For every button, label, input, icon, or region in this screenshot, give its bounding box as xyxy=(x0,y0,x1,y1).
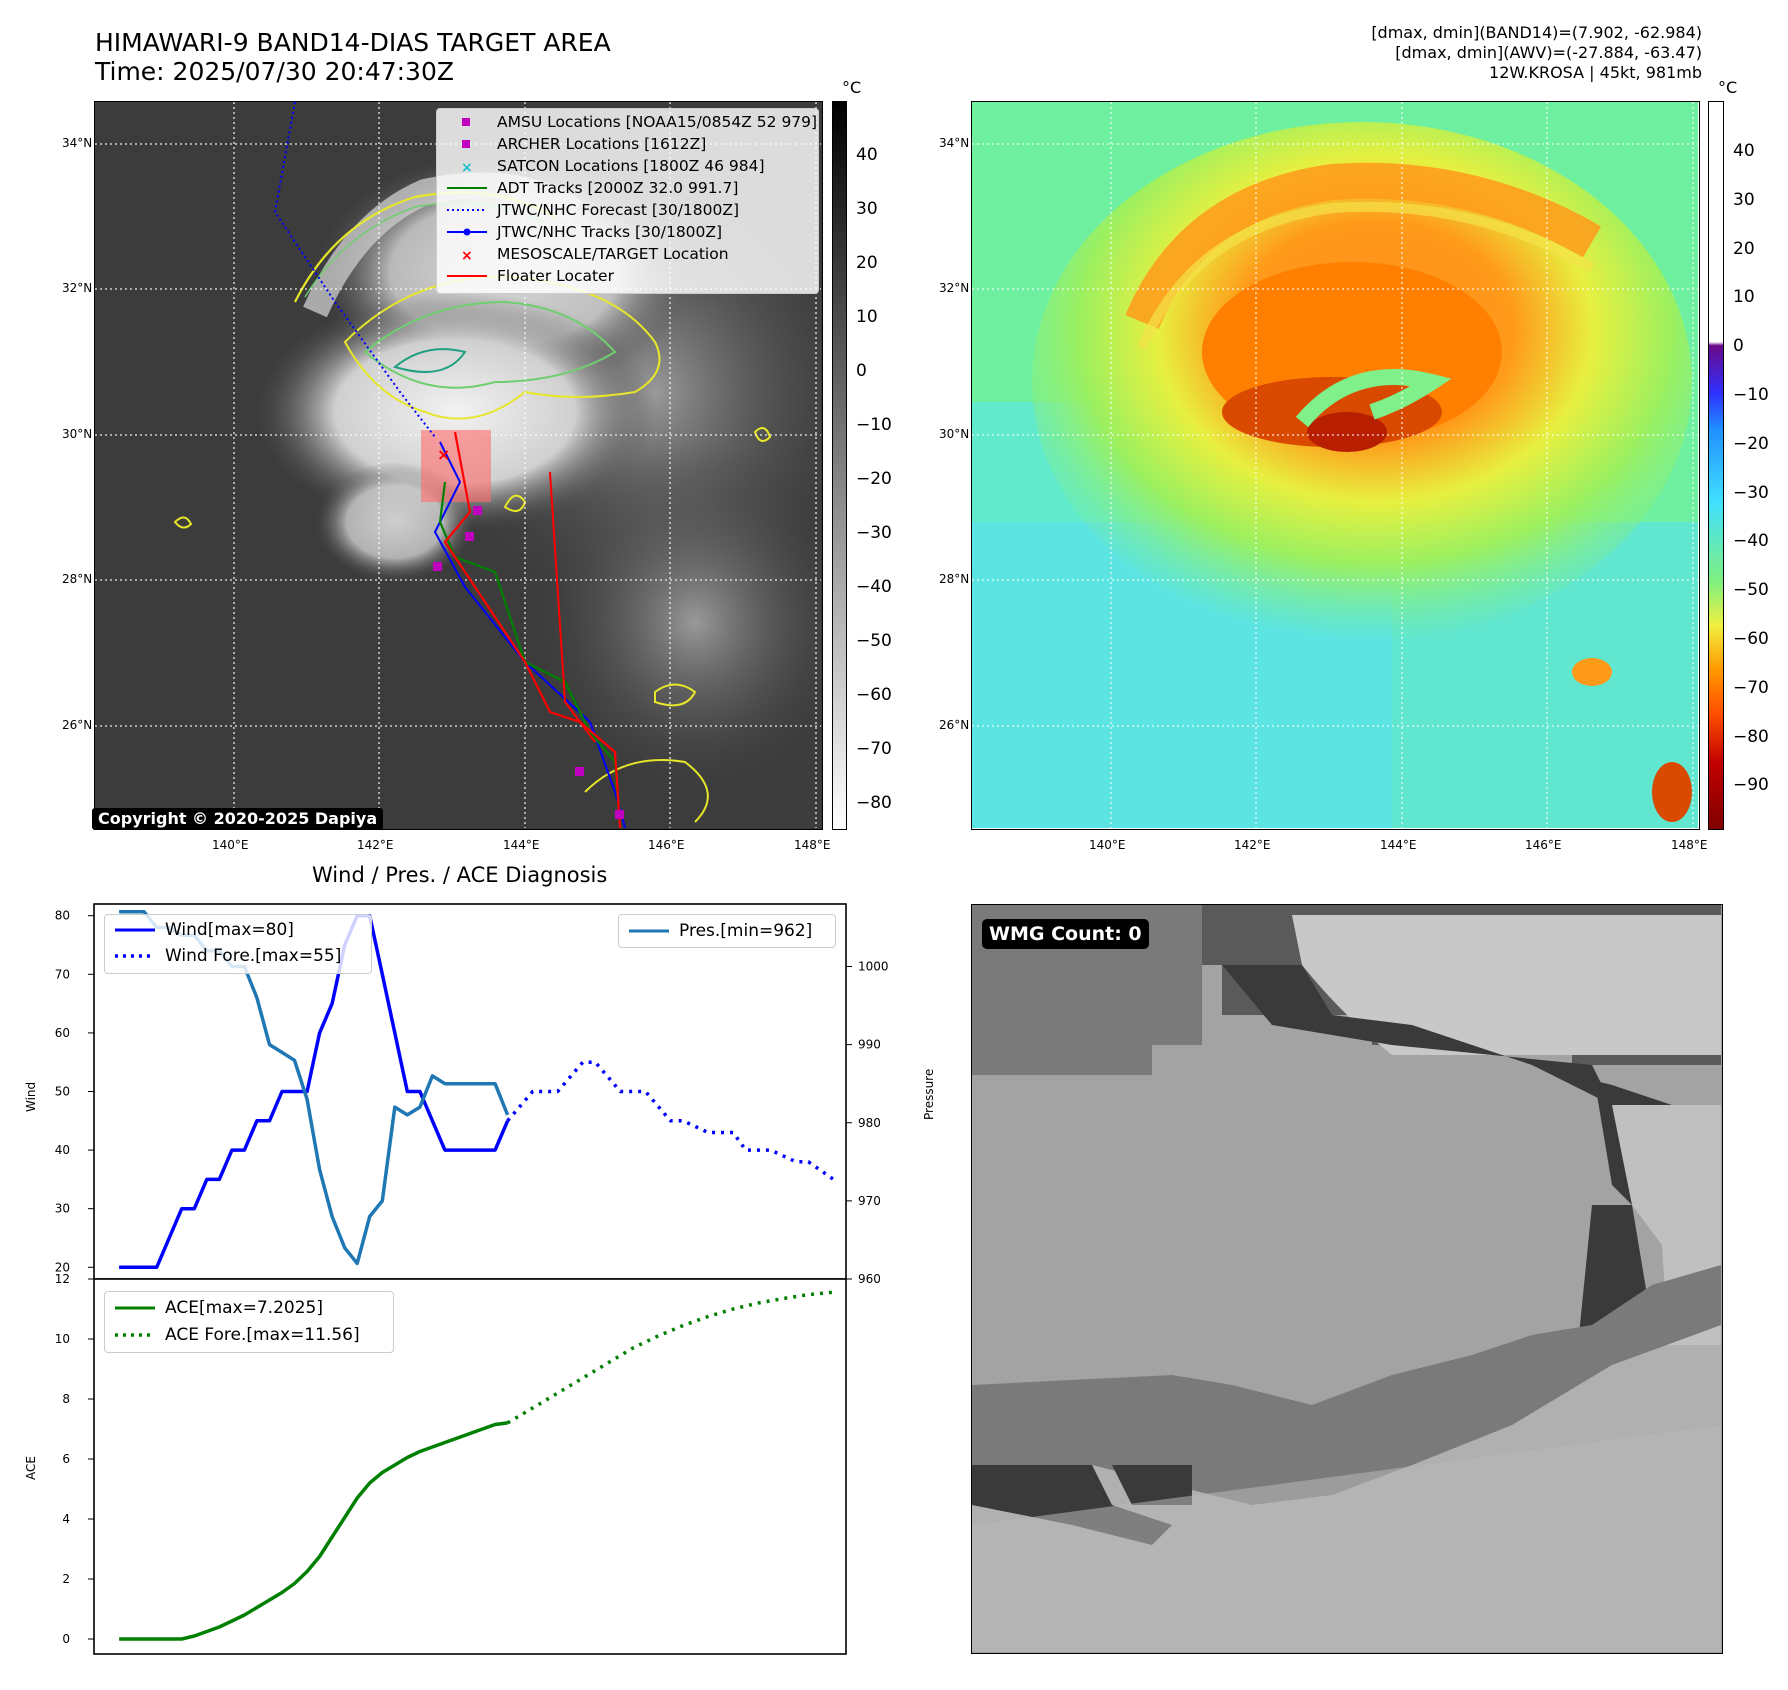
wmg-image xyxy=(972,905,1721,1652)
ace-axis-label: ACE xyxy=(24,1456,38,1480)
lon-label: 148°E xyxy=(794,838,831,852)
lat-label: 34°N xyxy=(939,136,970,150)
colorbar-tick-label: −90 xyxy=(1733,775,1769,796)
wind-axis-label: Wind xyxy=(24,1081,38,1112)
colorbar-tick-label: −30 xyxy=(1733,482,1769,503)
lon-label: 148°E xyxy=(1671,838,1708,852)
y-tick-label: 6 xyxy=(62,1452,70,1466)
colorbar-tick-label: −80 xyxy=(856,793,892,813)
lon-label: 140°E xyxy=(212,838,249,852)
colorbar-tick-label: −50 xyxy=(856,631,892,651)
lat-label: 32°N xyxy=(939,281,970,295)
lat-label: 32°N xyxy=(62,281,93,295)
pressure-legend: Pres.[min=962] xyxy=(618,914,836,948)
colorbar-tick-label: −60 xyxy=(856,685,892,705)
y-tick-label: 12 xyxy=(55,1272,70,1286)
diagnosis-title: Wind / Pres. / ACE Diagnosis xyxy=(312,863,608,887)
info-line-2: [dmax, dmin](AWV)=(-27.884, -63.47) xyxy=(1395,43,1702,62)
colorbar-tick-label: −60 xyxy=(1733,629,1769,649)
color-colorbar xyxy=(1708,101,1724,830)
y2-tick-label: 1000 xyxy=(858,960,889,974)
y2-tick-label: 990 xyxy=(858,1038,881,1052)
colorbar-tick-label: −20 xyxy=(856,469,892,489)
lon-label: 142°E xyxy=(1234,838,1271,852)
info-line-1: [dmax, dmin](BAND14)=(7.902, -62.984) xyxy=(1371,23,1702,42)
y-tick-label: 4 xyxy=(62,1512,70,1526)
colorbar-tick-label: −10 xyxy=(1733,385,1769,405)
lat-label: 28°N xyxy=(62,572,93,586)
lat-label: 30°N xyxy=(939,427,970,441)
colorbar-tick-label: −70 xyxy=(856,739,892,759)
y-tick-label: 50 xyxy=(55,1085,70,1099)
colorbar-unit: °C xyxy=(842,78,862,97)
y-tick-label: 60 xyxy=(55,1026,70,1040)
figure-info: [dmax, dmin](BAND14)=(7.902, -62.984) [d… xyxy=(1371,23,1702,83)
y2-tick-label: 970 xyxy=(858,1194,881,1208)
copyright-badge: Copyright © 2020-2025 Dapiya xyxy=(92,808,384,830)
wmg-panel xyxy=(971,904,1723,1654)
wmg-count-badge: WMG Count: 0 xyxy=(982,919,1149,949)
colorbar-tick-label: −40 xyxy=(1733,531,1769,552)
y-tick-label: 8 xyxy=(62,1392,70,1406)
y-tick-label: 80 xyxy=(55,909,70,923)
awv-map-image xyxy=(972,102,1698,828)
lon-label: 142°E xyxy=(357,838,394,852)
colorbar-tick-label: −50 xyxy=(1733,580,1769,601)
y-tick-label: 20 xyxy=(55,1260,70,1274)
svg-text:×: × xyxy=(461,160,473,176)
svg-text:×: × xyxy=(461,248,473,264)
colorbar-tick-label: 10 xyxy=(856,307,878,327)
colorbar-tick-label: 0 xyxy=(1733,336,1744,357)
ir-map-panel: × xyxy=(94,101,823,830)
title-line-2: Time: 2025/07/30 20:47:30Z xyxy=(95,57,454,86)
pressure-axis-label: Pressure xyxy=(922,1068,936,1120)
map-legend: AMSU Locations [NOAA15/0854Z 52 979] ARC… xyxy=(436,108,819,294)
colorbar-tick-label: −70 xyxy=(1733,677,1769,698)
lat-label: 34°N xyxy=(62,136,93,150)
colorbar-tick-label: 0 xyxy=(856,361,867,381)
gray-colorbar xyxy=(832,101,847,830)
lon-label: 144°E xyxy=(1380,838,1417,852)
colorbar-tick-label: 40 xyxy=(1733,141,1755,161)
series-line xyxy=(119,1421,508,1641)
lat-label: 30°N xyxy=(62,427,93,441)
y-tick-label: 10 xyxy=(55,1332,70,1346)
lat-label: 28°N xyxy=(939,572,970,586)
lon-label: 146°E xyxy=(1525,838,1562,852)
series-line xyxy=(119,913,510,1270)
colorbar-tick-label: 20 xyxy=(1733,238,1755,259)
y-tick-label: 40 xyxy=(55,1143,70,1157)
figure-title: HIMAWARI-9 BAND14-DIAS TARGET AREA Time:… xyxy=(95,28,611,86)
lon-label: 140°E xyxy=(1089,838,1126,852)
y-tick-label: 70 xyxy=(55,967,70,981)
y-tick-label: 30 xyxy=(55,1202,70,1216)
colorbar-tick-label: 40 xyxy=(856,145,878,165)
colorbar-tick-label: −20 xyxy=(1733,433,1769,454)
ace-legend: ACE[max=7.2025] ACE Fore.[max=11.56] xyxy=(104,1291,394,1353)
y-tick-label: 0 xyxy=(62,1632,70,1646)
series-line xyxy=(506,1060,835,1181)
y-tick-label: 2 xyxy=(62,1572,70,1586)
colorbar-tick-label: −80 xyxy=(1733,726,1769,747)
colorbar-tick-label: −10 xyxy=(856,415,892,435)
colorbar-tick-label: 20 xyxy=(856,253,878,273)
colorbar-tick-label: 30 xyxy=(856,199,878,219)
lat-label: 26°N xyxy=(939,718,970,732)
info-line-3: 12W.KROSA | 45kt, 981mb xyxy=(1489,63,1702,82)
series-line xyxy=(506,1290,834,1425)
y2-tick-label: 960 xyxy=(858,1272,881,1286)
colorbar-unit: °C xyxy=(1718,78,1738,97)
title-line-1: HIMAWARI-9 BAND14-DIAS TARGET AREA xyxy=(95,28,611,57)
lon-label: 144°E xyxy=(503,838,540,852)
awv-map-panel xyxy=(971,101,1700,830)
wind-legend: Wind[max=80] Wind Fore.[max=55] xyxy=(104,914,372,974)
lat-label: 26°N xyxy=(62,718,93,732)
y2-tick-label: 980 xyxy=(858,1116,881,1130)
colorbar-tick-label: 30 xyxy=(1733,189,1755,210)
colorbar-tick-label: −30 xyxy=(856,523,892,543)
svg-text:×: × xyxy=(437,445,450,464)
colorbar-tick-label: −40 xyxy=(856,577,892,597)
lon-label: 146°E xyxy=(648,838,685,852)
colorbar-tick-label: 10 xyxy=(1733,287,1755,308)
